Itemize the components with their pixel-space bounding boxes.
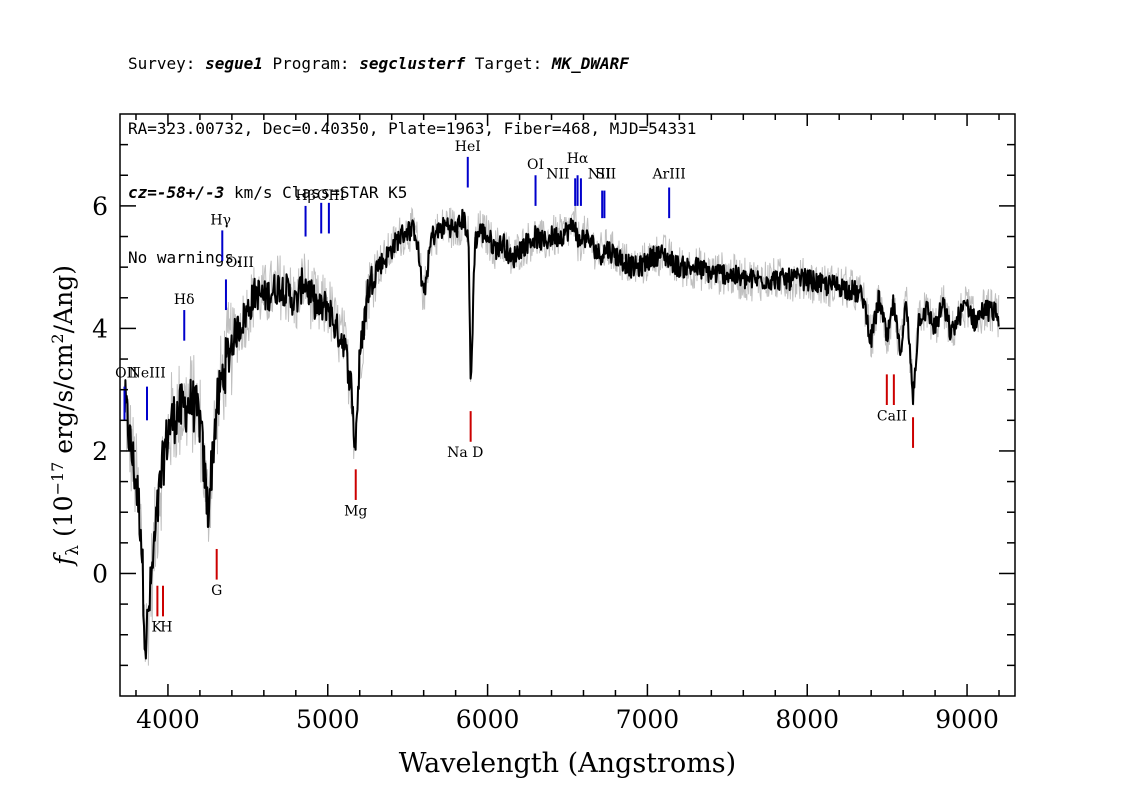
target-label: Target: [465,54,552,73]
emission-line-label-15: ArIII [651,166,685,182]
emission-line-label-11: Hα [567,151,589,167]
emission-line-label-8: HeI [455,139,481,155]
y-axis-label-f: f [49,552,78,567]
absorption-line-label-3: Mg [344,503,367,519]
spectrum-header: Survey: segue1 Program: segclusterf Targ… [128,10,696,290]
emission-line-label-9: OI [527,157,544,173]
y-tick-label: 4 [92,314,108,343]
survey-value: segue1 [205,54,263,73]
x-tick-label: 5000 [296,705,360,734]
x-tick-label: 7000 [616,705,680,734]
emission-line-label-1: NeIII [129,365,166,381]
header-line-redshift: cz=-58+/-3 km/s Class=STAR K5 [128,182,696,204]
absorption-line-label-0: K [152,620,163,636]
emission-line-label-2: Hδ [174,292,195,308]
y-axis-label-sub: λ [63,545,83,556]
plot-frame [119,113,1016,697]
emission-line-label-14: NII [588,166,611,182]
x-axis-label: Wavelength (Angstroms) [399,748,736,779]
program-label: Program: [262,54,360,73]
survey-label: Survey: [128,54,206,73]
axis-ticks: 4000 5000 6000 7000 8000 9000 0 2 4 6 [92,114,1015,734]
y-tick-label: 2 [92,437,108,466]
flux-series [123,208,1000,660]
emission-line-label-3: Hγ [210,212,231,228]
cz-label: cz [128,183,148,202]
cz-unit-class: km/s Class=STAR K5 [224,183,408,202]
error-band [124,202,1000,666]
y-axis-label-exp2: 2 [48,333,67,343]
x-tick-label: 4000 [136,705,200,734]
cz-value: =-58+/-3 [147,183,225,202]
error-spectrum-line [124,202,1000,666]
header-line-survey: Survey: segue1 Program: segclusterf Targ… [128,53,696,75]
emission-line-label-6: OIII [317,188,345,204]
header-line-coords: RA=323.00732, Dec=0.40350, Plate=1963, F… [128,118,697,138]
x-tick-label: 8000 [775,705,839,734]
y-axis-label-close: /Ang) [49,265,78,333]
x-tick-label: 9000 [935,705,999,734]
emission-line-label-13: SII [596,166,617,182]
absorption-line-label-5: CaII [877,408,907,424]
target-value: MK_DWARF [551,54,629,73]
y-tick-label: 0 [92,559,108,588]
absorption-line-label-1: H [160,620,172,636]
y-axis-label-exp1: −17 [48,462,67,496]
emission-line-label-10: NII [546,166,569,182]
emission-line-label-0: OII [115,365,138,381]
x-tick-label: 6000 [456,705,520,734]
flux-spectrum-line [123,208,1000,660]
emission-line-label-4: OIII [226,255,254,271]
program-value: segclusterf [359,54,466,73]
emission-line-label-5: Hβ [295,188,315,204]
y-tick-label: 6 [92,192,108,221]
absorption-line-label-4: Na D [447,445,483,461]
absorption-line-label-2: G [211,583,222,599]
y-axis-label-mid: erg/s/cm [49,343,78,461]
y-axis-label-open: (10 [49,495,78,545]
y-axis-label: fλ (10−17 erg/s/cm2/Ang) [48,265,83,567]
